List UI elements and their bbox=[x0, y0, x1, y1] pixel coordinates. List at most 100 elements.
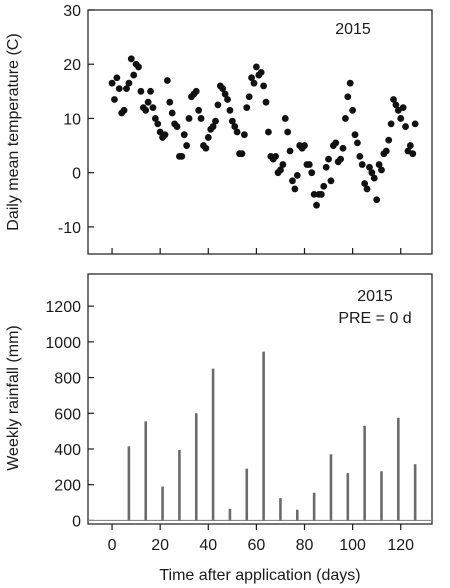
temperature-point bbox=[409, 150, 417, 158]
temperature-point bbox=[161, 131, 169, 139]
temperature-point bbox=[281, 115, 289, 122]
temperature-point bbox=[317, 190, 325, 198]
temperature-point bbox=[204, 134, 212, 141]
temperature-point bbox=[339, 144, 347, 152]
temperature-point bbox=[173, 123, 181, 130]
temperature-point bbox=[370, 174, 378, 182]
temperature-point bbox=[209, 123, 217, 130]
temperature-point bbox=[115, 85, 123, 93]
rainfall-bar bbox=[312, 492, 316, 521]
temperature-panel: 2015 Daily mean temperature (C) 30 20 10 0 -… bbox=[5, 3, 433, 255]
temperature-point bbox=[286, 147, 294, 155]
temperature-point bbox=[113, 74, 121, 82]
temperature-point bbox=[137, 87, 145, 95]
rainfall-bar bbox=[363, 425, 366, 521]
temperature-point bbox=[238, 150, 246, 158]
temperature-point bbox=[178, 153, 186, 160]
temperature-point bbox=[397, 115, 405, 122]
rainfall-y-tick-label: 600 bbox=[54, 406, 81, 423]
temperature-point bbox=[231, 123, 239, 130]
rainfall-x-tick-label: 100 bbox=[339, 537, 366, 554]
rainfall-x-ticks: 0 20 40 60 80 100 120 bbox=[108, 524, 414, 554]
temperature-point bbox=[151, 115, 159, 122]
temperature-y-tick-label: 0 bbox=[72, 166, 81, 183]
temperature-point bbox=[279, 161, 287, 168]
rainfall-bar bbox=[295, 509, 299, 521]
rainfall-bar bbox=[397, 417, 400, 521]
rainfall-bar bbox=[245, 468, 249, 521]
rainfall-x-tick-label: 0 bbox=[108, 537, 117, 554]
rainfall-y-ticks: 1200 1000 800 600 400 200 0 bbox=[45, 299, 94, 530]
temperature-point bbox=[332, 139, 340, 147]
temperature-point bbox=[366, 163, 373, 171]
temperature-point bbox=[385, 136, 393, 144]
temperature-point bbox=[221, 90, 229, 98]
rainfall-bar bbox=[228, 508, 232, 521]
rainfall-x-tick-label: 20 bbox=[151, 537, 169, 554]
temperature-point bbox=[390, 96, 397, 103]
rainfall-x-tick-label: 60 bbox=[247, 537, 265, 554]
temperature-point bbox=[382, 147, 390, 155]
temperature-point bbox=[320, 182, 328, 190]
rainfall-bar bbox=[380, 471, 383, 521]
rainfall-pre-annotation: PRE = 0 d bbox=[338, 310, 411, 327]
temperature-points bbox=[108, 55, 419, 209]
temperature-point bbox=[293, 171, 301, 179]
temperature-point bbox=[163, 77, 171, 84]
temperature-point bbox=[214, 101, 222, 109]
temperature-point bbox=[341, 115, 349, 122]
temperature-point bbox=[337, 155, 344, 163]
temperature-point bbox=[245, 93, 253, 101]
rainfall-x-tick-label: 120 bbox=[387, 537, 414, 554]
rainfall-bar bbox=[279, 498, 282, 521]
temperature-point bbox=[344, 93, 352, 101]
temperature-point bbox=[149, 104, 157, 111]
temperature-point bbox=[108, 79, 116, 87]
temperature-point bbox=[127, 55, 135, 63]
temperature-point bbox=[325, 155, 332, 163]
temperature-point bbox=[289, 177, 296, 185]
temperature-point bbox=[154, 120, 162, 128]
temperature-point bbox=[361, 180, 369, 187]
temperature-plot-frame bbox=[87, 9, 433, 255]
temperature-y-tick-label: 30 bbox=[63, 3, 81, 20]
temperature-year-annotation: 2015 bbox=[335, 21, 371, 38]
rainfall-bar bbox=[178, 449, 181, 521]
temperature-point bbox=[265, 128, 272, 136]
rainfall-y-tick-label: 200 bbox=[54, 478, 81, 495]
temperature-point bbox=[250, 79, 258, 87]
temperature-point bbox=[166, 98, 174, 106]
temperature-point bbox=[373, 196, 381, 204]
temperature-point bbox=[195, 106, 203, 114]
temperature-point bbox=[142, 106, 150, 114]
temperature-point bbox=[368, 169, 376, 177]
temperature-point bbox=[349, 106, 357, 114]
temperature-point bbox=[284, 128, 292, 136]
temperature-point bbox=[111, 96, 118, 103]
temperature-x-ticks bbox=[111, 248, 402, 254]
temperature-point bbox=[183, 142, 191, 149]
temperature-point bbox=[257, 68, 265, 76]
temperature-point bbox=[168, 109, 176, 117]
rainfall-bar bbox=[161, 486, 164, 521]
temperature-point bbox=[358, 161, 366, 168]
temperature-point bbox=[406, 142, 414, 149]
temperature-point bbox=[197, 115, 205, 122]
rainfall-bar bbox=[144, 421, 148, 521]
temperature-point bbox=[224, 96, 231, 103]
temperature-point bbox=[301, 142, 308, 149]
temperature-point bbox=[363, 185, 371, 193]
temperature-point bbox=[305, 161, 313, 168]
rainfall-y-tick-label: 1000 bbox=[45, 335, 81, 352]
rainfall-bar bbox=[127, 446, 131, 521]
temperature-point bbox=[135, 63, 142, 71]
temperature-y-axis-title: Daily mean temperature (C) bbox=[5, 33, 22, 230]
temperature-point bbox=[144, 98, 152, 106]
rainfall-bars bbox=[127, 351, 417, 521]
temperature-point bbox=[219, 85, 227, 93]
temperature-point bbox=[243, 104, 251, 111]
rainfall-bar bbox=[329, 454, 333, 521]
temperature-point bbox=[240, 131, 248, 139]
rainfall-y-axis-title: Weekly rainfall (mm) bbox=[5, 325, 22, 471]
